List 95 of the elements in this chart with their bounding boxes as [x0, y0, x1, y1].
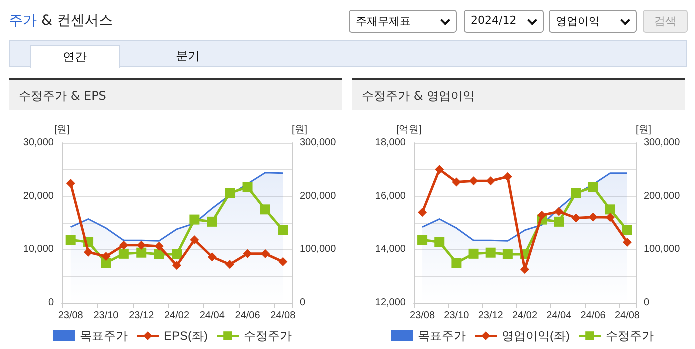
x-tick-label: 23/10	[444, 310, 470, 322]
text: 주재무제표	[349, 10, 457, 33]
x-tick-label: 24/06	[235, 310, 261, 322]
point	[468, 248, 479, 259]
y2-tick-label: 0	[644, 298, 650, 308]
text: 분기	[175, 48, 201, 65]
point	[434, 237, 445, 248]
y2-tick-label: 0	[300, 298, 306, 308]
y-tick-label: 14,000	[375, 244, 406, 256]
point	[190, 236, 200, 245]
point	[154, 242, 164, 251]
y2-tick-label: 200,000	[644, 190, 681, 202]
point	[226, 260, 235, 270]
point	[435, 165, 444, 174]
point	[486, 248, 496, 258]
x-tick-label: 23/12	[129, 310, 155, 322]
point	[622, 225, 632, 236]
point	[538, 211, 547, 220]
y-tick-label: 12,000	[375, 298, 406, 308]
legend-label: 영업이익(좌)	[502, 329, 570, 343]
point	[571, 188, 582, 198]
point	[172, 249, 182, 260]
point	[469, 176, 478, 186]
point	[136, 248, 147, 258]
x-tick-label: 23/12	[478, 310, 504, 322]
text: 주가 & 컨센서스	[9, 12, 113, 30]
y-tick-label: 30,000	[23, 138, 54, 148]
point	[243, 249, 252, 258]
text: 검색	[643, 10, 688, 33]
point	[260, 204, 270, 215]
point	[190, 214, 200, 225]
point	[225, 188, 236, 198]
point	[605, 204, 616, 215]
y-tick-label: 0	[48, 298, 54, 308]
y-tick-label: 20,000	[23, 190, 54, 202]
point	[452, 258, 462, 268]
point	[418, 208, 428, 218]
chart-title: 수정주가 & EPS	[9, 78, 342, 110]
point	[452, 178, 462, 187]
y-tick-label: 10,000	[23, 244, 54, 256]
point	[486, 176, 496, 186]
point	[554, 207, 564, 216]
x-tick-label: 24/02	[164, 310, 190, 322]
x-tick-label: 24/04	[546, 310, 572, 322]
y2-axis-title: [원]	[292, 124, 308, 136]
x-tick-label: 23/10	[94, 310, 120, 322]
legend-label: EPS(좌)	[164, 329, 208, 343]
x-tick-label: 23/08	[410, 310, 436, 322]
point	[242, 182, 253, 192]
x-tick-label: 24/06	[580, 310, 606, 322]
point	[208, 252, 217, 262]
y-axis-title: [원]	[54, 124, 70, 136]
point	[102, 252, 111, 262]
x-tick-label: 24/04	[200, 310, 226, 322]
y2-tick-label: 100,000	[644, 244, 681, 256]
point	[588, 182, 598, 192]
text: 연간	[30, 45, 120, 68]
point	[418, 235, 428, 246]
point	[606, 213, 615, 222]
y-tick-label: 16,000	[375, 190, 406, 202]
text: 2024/12	[464, 10, 544, 33]
point	[207, 216, 218, 227]
point	[622, 238, 632, 247]
y-tick-label: 18,000	[375, 138, 406, 148]
x-tick-label: 24/02	[512, 310, 538, 322]
point	[588, 212, 598, 222]
y-axis-title: [억원]	[396, 124, 422, 136]
y2-tick-label: 300,000	[300, 138, 337, 148]
point	[118, 248, 129, 259]
point	[66, 179, 76, 188]
point	[572, 214, 581, 223]
point	[278, 257, 288, 266]
y2-tick-label: 200,000	[300, 190, 337, 202]
point	[502, 249, 513, 260]
point	[278, 225, 288, 236]
point	[137, 240, 146, 250]
point	[66, 235, 76, 246]
legend-label: 목표주가	[80, 329, 128, 343]
y2-axis-title: [원]	[636, 124, 652, 136]
legend-label: 수정주가	[606, 329, 654, 343]
point	[172, 261, 182, 270]
x-tick-label: 23/08	[58, 310, 84, 322]
point	[554, 216, 564, 227]
legend-label: 수정주가	[244, 329, 292, 343]
x-tick-label: 24/08	[270, 310, 296, 322]
x-tick-label: 24/08	[614, 310, 640, 322]
point	[84, 248, 94, 257]
chart-title: 수정주가 & 영업이익	[352, 78, 685, 110]
point	[119, 240, 128, 250]
legend-label: 목표주가	[418, 329, 466, 343]
y2-tick-label: 300,000	[644, 138, 681, 148]
text: 영업이익	[549, 10, 637, 33]
point	[101, 258, 112, 268]
point	[503, 172, 512, 182]
y2-tick-label: 100,000	[300, 244, 337, 256]
